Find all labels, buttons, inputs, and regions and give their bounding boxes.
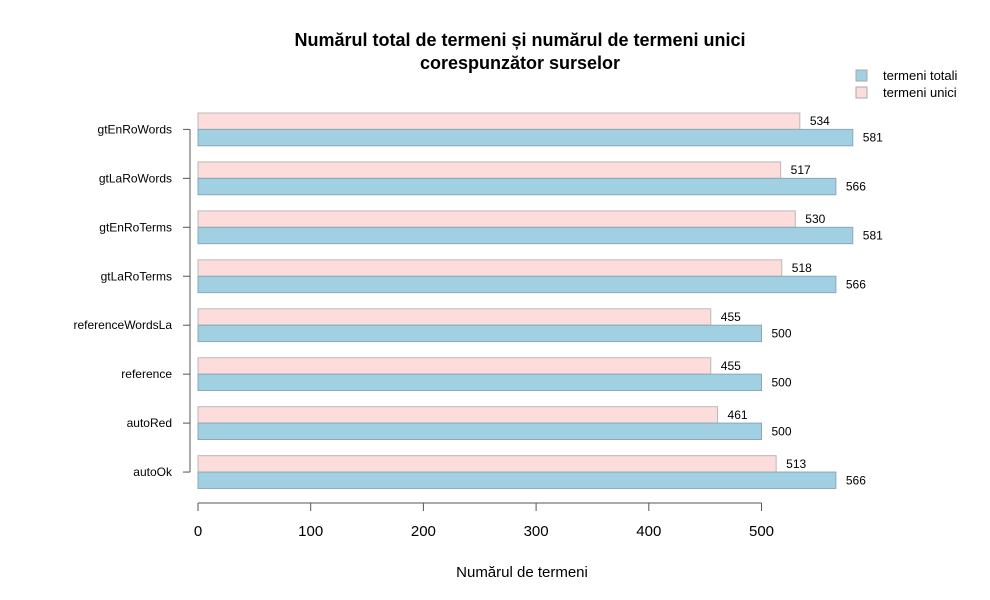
bar-termeni-unici-gtEnRoTerms [197,210,796,228]
bar-termeni-totali-referenceWordsLa [197,324,762,343]
y-axis: gtEnRoWords gtLaRoWords gtEnRoTerms gtLaRoT… [74,122,191,479]
legend-swatch-termeni-totali [855,69,868,82]
data-label-termeni-totali-autoRed: 500 [772,424,792,438]
x-tick-label-500: 500 [749,523,774,540]
bar-termeni-unici-autoOk [197,455,777,473]
data-label-termeni-unici-autoOk: 513 [786,457,806,471]
data-label-termeni-totali-gtEnRoWords: 581 [863,131,883,145]
data-label-termeni-unici-gtEnRoTerms: 530 [805,212,825,226]
data-label-termeni-totali-reference: 500 [772,375,792,389]
y-tick-label-autoRed: autoRed [127,416,172,430]
y-tick-label-gtEnRoWords: gtEnRoWords [98,122,172,136]
data-labels-group: 534 581 517 566 530 581 518 566 455 500 455 500 461 5… [721,114,883,487]
data-label-termeni-unici-gtEnRoWords: 534 [810,114,830,128]
chart-title-line-1: Numărul total de termeni și numărul de t… [294,30,745,50]
bar-termeni-totali-autoOk [197,471,837,489]
y-tick-label-referenceWordsLa: referenceWordsLa [74,318,173,332]
x-tick-label-0: 0 [194,523,202,540]
x-tick-label-300: 300 [524,523,549,540]
data-label-termeni-totali-gtLaRoWords: 566 [846,180,866,194]
chart-title: Numărul total de termeni și numărul de t… [294,30,745,73]
bar-termeni-totali-gtLaRoWords [197,177,837,196]
data-label-termeni-unici-gtLaRoTerms: 518 [792,261,812,275]
y-tick-label-gtLaRoTerms: gtLaRoTerms [101,269,172,283]
x-tick-label-400: 400 [636,523,661,540]
bars-group [197,112,854,489]
data-label-termeni-totali-gtEnRoTerms: 581 [863,229,883,243]
bar-termeni-totali-gtEnRoWords [197,128,854,147]
data-label-termeni-unici-gtLaRoWords: 517 [791,163,811,177]
legend-label-termeni-totali: termeni totali [883,68,958,83]
legend-label-termeni-unici: termeni unici [883,85,957,100]
x-tick-label-100: 100 [298,523,323,540]
bar-termeni-unici-reference [197,357,712,375]
legend: termeni totali termeni unici [855,68,958,100]
y-tick-label-gtLaRoWords: gtLaRoWords [99,171,172,185]
bar-termeni-unici-referenceWordsLa [197,308,712,326]
x-axis-label: Numărul de termeni [456,564,588,581]
bar-termeni-unici-gtEnRoWords [197,112,801,130]
data-label-termeni-unici-autoRed: 461 [728,408,748,422]
data-label-termeni-unici-referenceWordsLa: 455 [721,310,741,324]
chart-title-line-2: corespunzător surselor [420,53,620,73]
y-tick-label-reference: reference [121,367,172,381]
data-label-termeni-unici-reference: 455 [721,359,741,373]
bar-termeni-unici-autoRed [197,406,719,424]
x-axis: 0 100 200 300 400 500 [194,502,774,540]
bar-termeni-unici-gtLaRoWords [197,161,782,179]
data-label-termeni-totali-referenceWordsLa: 500 [772,326,792,340]
bar-termeni-totali-autoRed [197,422,762,441]
data-label-termeni-totali-autoOk: 566 [846,473,866,487]
legend-swatch-termeni-unici [855,86,868,99]
bar-termeni-unici-gtLaRoTerms [197,259,783,277]
y-tick-label-autoOk: autoOk [133,465,173,479]
data-label-termeni-totali-gtLaRoTerms: 566 [846,277,866,291]
bar-termeni-totali-reference [197,373,762,392]
bar-termeni-totali-gtLaRoTerms [197,275,837,294]
bar-termeni-totali-gtEnRoTerms [197,226,854,245]
x-tick-label-200: 200 [411,523,436,540]
y-tick-label-gtEnRoTerms: gtEnRoTerms [99,220,172,234]
